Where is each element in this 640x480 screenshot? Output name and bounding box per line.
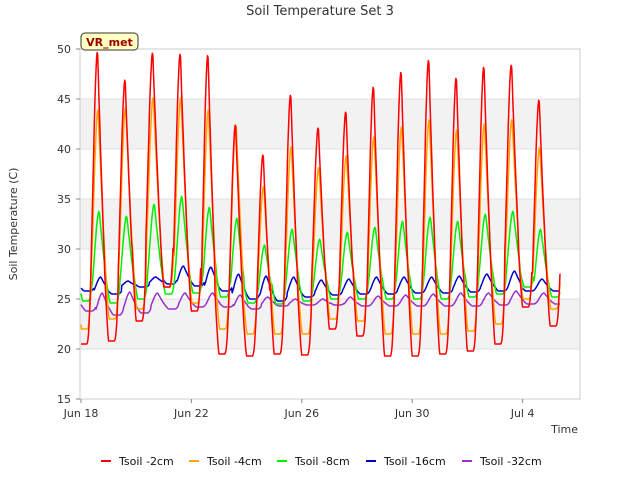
series-line: [80, 51, 561, 357]
series-line: [80, 290, 561, 316]
legend-label: Tsoil -32cm: [479, 455, 542, 468]
y-tick-label: 20: [57, 343, 71, 356]
chart-title: Soil Temperature Set 3: [246, 4, 394, 19]
y-tick-label: 30: [57, 243, 71, 256]
x-tick-label: Jun 26: [283, 407, 319, 420]
grid-band: [80, 149, 580, 199]
x-tick-label: Jun 22: [173, 407, 209, 420]
series-lines: [80, 51, 561, 357]
y-tick-label: 15: [57, 393, 71, 406]
legend-label: Tsoil -4cm: [206, 455, 262, 468]
x-tick-label: Jul 4: [510, 407, 535, 420]
y-tick-label: 40: [57, 143, 71, 156]
series-line: [80, 265, 561, 302]
plot-background: [80, 49, 580, 399]
annotation-box: VR_met: [80, 32, 139, 51]
grid-band: [80, 99, 580, 149]
annotation-text: VR_met: [86, 36, 133, 49]
x-axis-label: Time: [550, 423, 578, 436]
legend: Tsoil -2cm Tsoil -4cm Tsoil -8cm Tsoil -16c…: [101, 455, 542, 468]
y-tick-label: 50: [57, 43, 71, 56]
x-axis: Jun 18 Jun 22 Jun 26 Jun 30 Jul 4: [63, 399, 535, 420]
legend-label: Tsoil -16cm: [383, 455, 446, 468]
legend-label: Tsoil -2cm: [118, 455, 174, 468]
y-axis: 15 20 25 30 35 40 45 50: [57, 43, 80, 406]
series-line: [80, 195, 561, 305]
y-tick-label: 35: [57, 193, 71, 206]
plot-frame: [79, 48, 581, 400]
grid-band: [80, 49, 580, 99]
y-tick-label: 45: [57, 93, 71, 106]
x-tick-label: Jun 18: [63, 407, 99, 420]
x-tick-label: Jun 30: [394, 407, 430, 420]
y-tick-label: 25: [57, 293, 71, 306]
grid-band: [80, 299, 580, 349]
grid-band: [80, 349, 580, 399]
grid-band: [80, 199, 580, 249]
legend-label: Tsoil -8cm: [294, 455, 350, 468]
y-axis-label: Soil Temperature (C): [7, 168, 20, 281]
